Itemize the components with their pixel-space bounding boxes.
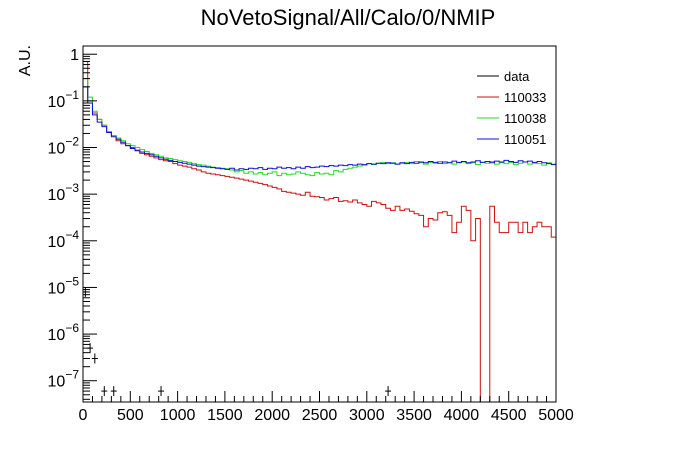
plot-frame: [82, 45, 557, 403]
series-data: [83, 286, 392, 397]
series-110038: [83, 78, 556, 177]
y-tick-label: 10−4: [48, 228, 80, 251]
x-tick-label: 3000: [349, 407, 385, 424]
x-tick-label: 4000: [444, 407, 480, 424]
series-110051: [83, 86, 556, 171]
y-tick-label: 10−6: [48, 321, 80, 344]
x-tick-label: 1000: [160, 407, 196, 424]
legend: data 110033 110038 110051: [477, 69, 546, 147]
legend-label-110033: 110033: [504, 90, 546, 105]
y-tick-label: 10−3: [48, 181, 80, 204]
y-tick-label: 10−2: [48, 135, 80, 158]
series-layer: [83, 60, 556, 402]
y-tick-label: 1: [70, 47, 79, 64]
x-axis: 0 500 1000 1500 2000 2500 3000 3500 4000 4500 5000: [79, 391, 574, 424]
x-tick-label: 5000: [538, 407, 574, 424]
legend-label-data: data: [504, 69, 530, 84]
x-tick-label: 4500: [491, 407, 527, 424]
chart-title: NoVetoSignal/All/Calo/0/NMIP: [201, 5, 496, 30]
x-tick-label: 2500: [302, 407, 338, 424]
y-tick-label: 10−5: [48, 274, 80, 297]
y-tick-label: 10−1: [48, 88, 80, 111]
series-110033: [83, 60, 556, 402]
x-tick-label: 3500: [396, 407, 432, 424]
x-tick-label: 500: [117, 407, 144, 424]
y-axis: 1 10−1 10−2 10−3 10−4 10−5 10−6 10−7: [48, 47, 97, 400]
x-tick-label: 1500: [207, 407, 243, 424]
x-tick-label: 2000: [254, 407, 290, 424]
y-tick-label: 10−7: [48, 368, 80, 391]
legend-label-110051: 110051: [504, 132, 546, 147]
x-tick-label: 0: [79, 407, 88, 424]
legend-label-110038: 110038: [504, 111, 546, 126]
y-axis-label: A.U.: [17, 45, 34, 76]
